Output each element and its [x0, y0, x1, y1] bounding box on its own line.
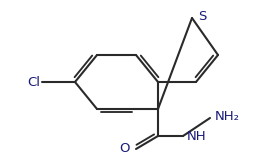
Text: NH: NH — [187, 130, 207, 143]
Text: Cl: Cl — [27, 76, 40, 88]
Text: NH₂: NH₂ — [215, 109, 240, 123]
Text: S: S — [198, 10, 206, 23]
Text: O: O — [119, 142, 130, 152]
